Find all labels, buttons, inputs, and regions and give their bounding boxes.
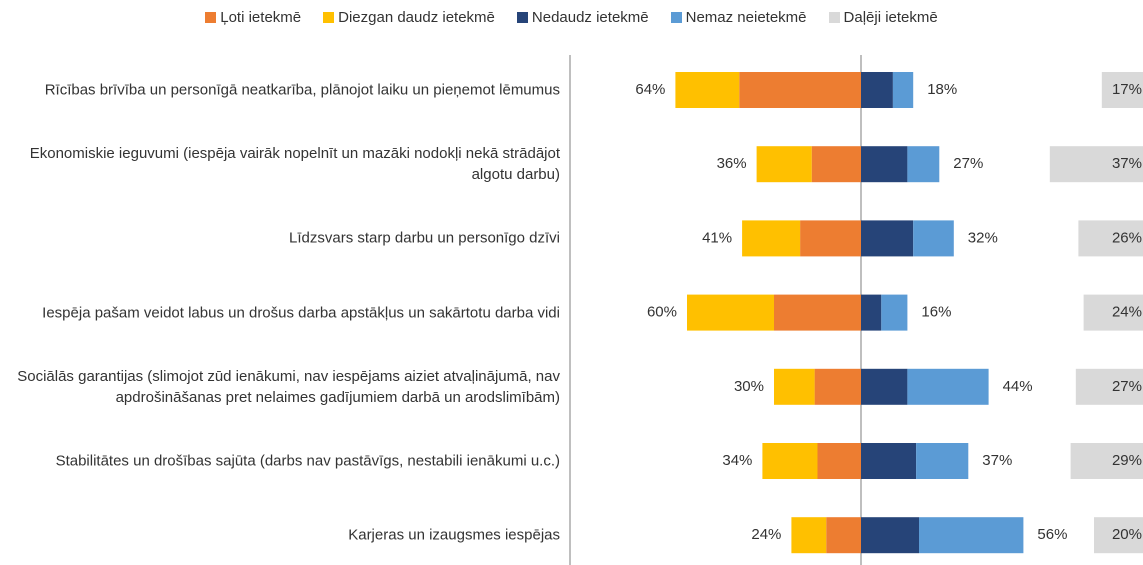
- legend: Ļoti ietekmē Diezgan daudz ietekmē Nedaudz…: [0, 9, 1143, 26]
- total-label: 24%: [751, 526, 781, 543]
- data-label: 29%: [1112, 452, 1142, 469]
- bar-segment: [916, 443, 969, 479]
- bar-segment: [861, 368, 908, 405]
- legend-label: Nedaudz ietekmē: [531, 9, 649, 26]
- bar-segment: [1101, 72, 1143, 108]
- bar-segment: [861, 220, 914, 257]
- bar-segment: [1075, 368, 1143, 405]
- data-label: 24%: [1112, 304, 1142, 321]
- total-label: 27%: [953, 155, 983, 172]
- bar-segment: [811, 146, 861, 183]
- bar-segment: [742, 220, 801, 257]
- total-label: 37%: [982, 452, 1012, 469]
- category-label: Ekonomiskie ieguvumi (iespēja vairāk nop…: [29, 145, 560, 184]
- bar-segment: [687, 294, 774, 331]
- total-label: 18%: [927, 81, 957, 98]
- bar-segment: [881, 294, 908, 331]
- bar-segment: [1078, 220, 1143, 257]
- bar-segment: [675, 72, 740, 108]
- bar-segment: [861, 443, 917, 479]
- data-label: 17%: [1112, 81, 1142, 98]
- category-label: Iespēja pašam veidot labus un drošus dar…: [42, 304, 560, 322]
- legend-label: Nemaz neietekmē: [685, 9, 807, 26]
- total-label: 64%: [635, 81, 665, 98]
- legend-swatch: [516, 12, 528, 23]
- legend-item: Ļoti ietekmē: [205, 9, 301, 26]
- bar-segment: [892, 72, 914, 108]
- total-label: 16%: [921, 304, 951, 321]
- bar-segment: [1070, 443, 1143, 479]
- total-label: 30%: [734, 378, 764, 395]
- legend-label: Daļēji ietekmē: [843, 9, 938, 26]
- bar-segment: [919, 517, 1024, 554]
- total-label: 44%: [1003, 378, 1033, 395]
- legend-swatch: [828, 12, 840, 23]
- total-label: 34%: [722, 452, 752, 469]
- legend-item: Nedaudz ietekmē: [516, 9, 649, 26]
- bar-segment: [774, 368, 815, 405]
- data-label: 20%: [1112, 526, 1142, 543]
- bar-segment: [791, 517, 827, 554]
- bar-segment: [814, 368, 861, 405]
- bar-segment: [826, 517, 861, 554]
- category-label: Stabilitātes un drošības sajūta (darbs n…: [55, 452, 560, 470]
- bar-segment: [1094, 517, 1143, 554]
- bar-segment: [861, 294, 882, 331]
- bar-segment: [817, 443, 861, 479]
- legend-item: Nemaz neietekmē: [670, 9, 807, 26]
- total-label: 36%: [717, 155, 747, 172]
- bar-segment: [861, 146, 908, 183]
- legend-item: Daļēji ietekmē: [828, 9, 938, 26]
- category-label: Karjeras un izaugsmes iespējas: [348, 526, 560, 544]
- data-label: 27%: [1112, 378, 1142, 395]
- bar-segment: [739, 72, 861, 108]
- bar-segment: [907, 146, 940, 183]
- bar-segment: [913, 220, 954, 257]
- bar-segment: [756, 146, 812, 183]
- category-label: Sociālās garantijas (slimojot zūd ienāku…: [17, 367, 560, 406]
- total-label: 41%: [702, 229, 732, 246]
- bar-segment: [861, 72, 893, 108]
- legend-label: Diezgan daudz ietekmē: [338, 9, 495, 26]
- bar-segment: [800, 220, 861, 257]
- legend-item: Diezgan daudz ietekmē: [323, 9, 495, 26]
- bar-segment: [861, 517, 919, 554]
- bar-segment: [1083, 294, 1143, 331]
- bar-segment: [1049, 146, 1143, 183]
- total-label: 32%: [968, 229, 998, 246]
- legend-swatch: [670, 12, 682, 23]
- legend-swatch: [323, 12, 335, 23]
- data-label: 37%: [1112, 155, 1142, 172]
- bar-segment: [774, 294, 861, 331]
- legend-label: Ļoti ietekmē: [220, 9, 302, 26]
- legend-swatch: [205, 12, 217, 23]
- total-label: 56%: [1037, 526, 1067, 543]
- bar-segment: [907, 368, 989, 405]
- category-label: Rīcības brīvība un personīgā neatkarība,…: [44, 81, 560, 99]
- bar-segment: [762, 443, 818, 479]
- category-label: Līdzsvars starp darbu un personīgo dzīvi: [289, 229, 560, 247]
- total-label: 60%: [647, 304, 677, 321]
- data-label: 26%: [1112, 229, 1142, 246]
